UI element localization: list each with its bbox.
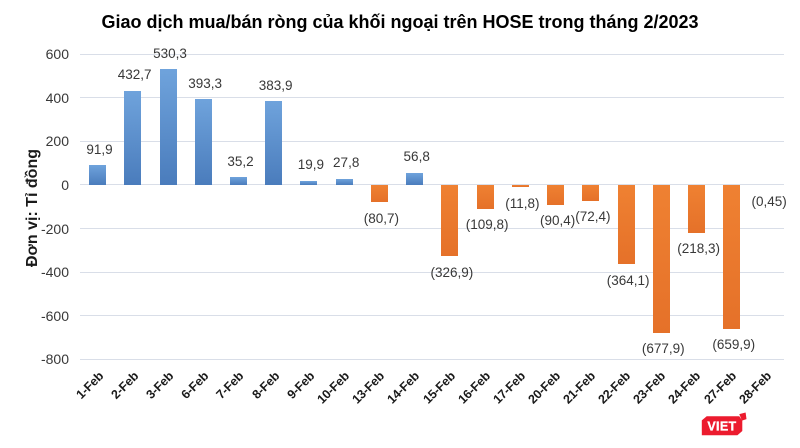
svg-text:VIET: VIET: [707, 420, 736, 434]
